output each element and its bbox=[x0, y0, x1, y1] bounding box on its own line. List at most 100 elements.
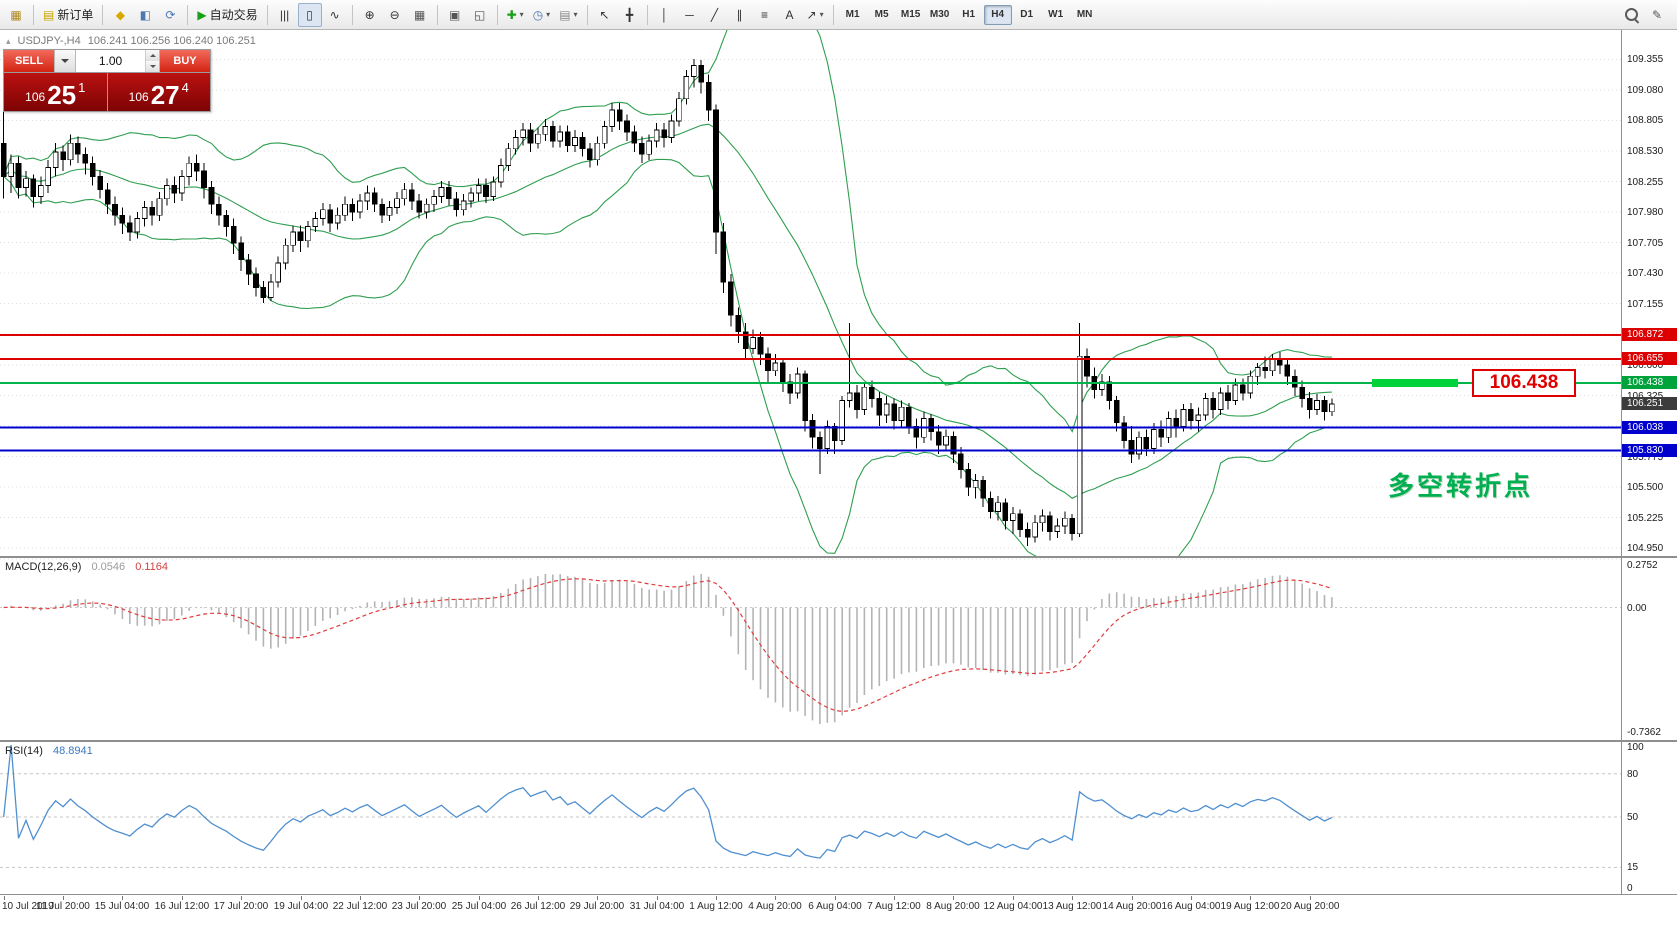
trade-options-dropdown[interactable] bbox=[54, 50, 76, 72]
cascade-windows-button[interactable]: ◱ bbox=[468, 3, 492, 27]
timeframe-mn-button[interactable]: MN bbox=[1071, 5, 1099, 25]
refresh-button[interactable]: ⟳ bbox=[158, 3, 182, 27]
timeframe-m5-button[interactable]: M5 bbox=[868, 5, 896, 25]
line-chart-button[interactable]: ∿ bbox=[323, 3, 347, 27]
timeframe-m15-button[interactable]: M15 bbox=[897, 5, 925, 25]
tile-windows-button[interactable]: ▣ bbox=[443, 3, 467, 27]
indicators-button[interactable]: ✚ ▾ bbox=[503, 3, 528, 27]
volume-decrease-icon[interactable] bbox=[146, 61, 159, 72]
new-order-button-label: 新订单 bbox=[57, 8, 94, 22]
time-axis-tick bbox=[894, 896, 895, 900]
buy-button[interactable]: BUY bbox=[160, 50, 210, 72]
bid-prefix: 106 bbox=[25, 90, 46, 104]
buy-price-button[interactable]: 106 27 4 bbox=[107, 73, 210, 111]
price-chart-panel[interactable]: ▴ USDJPY-,H4 106.241 106.256 106.240 106… bbox=[0, 30, 1621, 556]
crosshair-icon: ╋ bbox=[625, 7, 634, 22]
sell-button[interactable]: SELL bbox=[4, 50, 54, 72]
macd-signal-value: 0.1164 bbox=[135, 561, 169, 573]
volume-value[interactable]: 1.00 bbox=[98, 54, 123, 68]
volume-field[interactable]: 1.00 bbox=[76, 50, 160, 72]
time-axis-tick bbox=[241, 896, 242, 900]
candlestick-chart-canvas[interactable] bbox=[0, 30, 1621, 556]
time-axis-tick bbox=[4, 896, 5, 900]
trendline-button[interactable]: ╱ bbox=[703, 3, 727, 27]
market-watch-button[interactable]: ◧ bbox=[133, 3, 157, 27]
horizontal-line-icon: ─ bbox=[685, 7, 694, 22]
line-chart-icon: ∿ bbox=[329, 7, 340, 22]
axis-border bbox=[0, 894, 1677, 895]
price-scale-badge: 106.438 bbox=[1622, 376, 1677, 390]
time-axis-label: 1 Aug 12:00 bbox=[689, 901, 743, 912]
rsi-canvas[interactable] bbox=[0, 742, 1621, 894]
time-axis-tick bbox=[419, 896, 420, 900]
auto-arrange-button[interactable]: ▦ bbox=[408, 3, 432, 27]
zoom-in-button[interactable]: ⊕ bbox=[358, 3, 382, 27]
cursor-button[interactable]: ↖ bbox=[593, 3, 617, 27]
sell-price-button[interactable]: 106 25 1 bbox=[4, 73, 108, 111]
volume-increase-icon[interactable] bbox=[146, 50, 159, 61]
quick-edit-button[interactable]: ✎ bbox=[1645, 3, 1669, 27]
toolbar-separator bbox=[436, 4, 438, 25]
candlestick-chart-button[interactable]: ▯ bbox=[297, 2, 322, 27]
time-axis-label: 25 Jul 04:00 bbox=[451, 901, 507, 912]
price-scale-badge: 105.830 bbox=[1622, 443, 1677, 457]
market-watch-icon: ◧ bbox=[139, 7, 152, 22]
timeframe-d1-button[interactable]: D1 bbox=[1013, 5, 1041, 25]
templates-icon: ▤ bbox=[559, 7, 571, 22]
equidistant-channel-button[interactable]: ∥ bbox=[728, 3, 752, 27]
macd-main-value: 0.0546 bbox=[91, 561, 126, 573]
time-axis-label: 13 Aug 12:00 bbox=[1042, 901, 1102, 912]
zoom-out-button[interactable]: ⊖ bbox=[383, 3, 407, 27]
toolbar-separator bbox=[351, 4, 353, 25]
price-scale-label: 107.980 bbox=[1627, 207, 1664, 218]
periods-button[interactable]: ◷ ▾ bbox=[529, 3, 555, 27]
fibonacci-button[interactable]: ≡ bbox=[753, 3, 777, 27]
chevron-down-icon: ▾ bbox=[819, 10, 824, 19]
macd-rsi-splitter[interactable] bbox=[0, 740, 1677, 742]
rsi-indicator-panel[interactable]: RSI(14) 48.8941 bbox=[0, 742, 1621, 894]
text-icon: A bbox=[785, 7, 794, 22]
crosshair-button[interactable]: ╋ bbox=[618, 3, 642, 27]
macd-indicator-panel[interactable]: MACD(12,26,9) 0.0546 0.1164 bbox=[0, 558, 1621, 740]
vertical-line-button[interactable]: │ bbox=[653, 3, 677, 27]
time-axis-tick bbox=[1310, 896, 1311, 900]
price-level-callout[interactable]: 106.438 bbox=[1472, 369, 1576, 398]
new-order-button[interactable]: ▤ 新订单 bbox=[39, 3, 97, 27]
timeframe-h4-button[interactable]: H4 bbox=[983, 4, 1012, 25]
price-scale-label: 104.950 bbox=[1627, 543, 1664, 555]
chart-shift-icon: ▴ bbox=[6, 35, 11, 46]
new-chart-button[interactable]: ▦ bbox=[4, 3, 28, 27]
arrows-button[interactable]: ↗ ▾ bbox=[803, 3, 828, 27]
horizontal-line-button[interactable]: ─ bbox=[678, 3, 702, 27]
periods-icon: ◷ bbox=[532, 7, 544, 22]
ask-big-digits: 27 bbox=[150, 80, 180, 110]
macd-canvas[interactable] bbox=[0, 558, 1621, 740]
arrows-icon: ↗ bbox=[806, 7, 817, 22]
text-button[interactable]: A bbox=[778, 3, 802, 27]
cascade-windows-icon: ◱ bbox=[473, 7, 486, 22]
time-axis-label: 14 Aug 20:00 bbox=[1102, 901, 1162, 912]
refresh-icon: ⟳ bbox=[165, 7, 176, 22]
time-axis[interactable]: 10 Jul 2019 11 Jul 20:00 15 Jul 04:00 16 Ju… bbox=[0, 895, 1677, 950]
timeframe-m30-button[interactable]: M30 bbox=[926, 5, 954, 25]
equidistant-channel-icon: ∥ bbox=[736, 7, 743, 22]
charts-profile-button[interactable]: ◆ bbox=[108, 3, 132, 27]
timeframe-m1-button[interactable]: M1 bbox=[839, 5, 867, 25]
search-button[interactable] bbox=[1619, 3, 1643, 27]
time-axis-tick bbox=[775, 896, 776, 900]
bar-chart-button[interactable]: ||| bbox=[273, 3, 297, 27]
volume-stepper[interactable] bbox=[145, 50, 159, 72]
timeframe-h1-button[interactable]: H1 bbox=[955, 5, 983, 25]
ask-pip-digit: 4 bbox=[181, 80, 189, 95]
price-scale-label: 108.805 bbox=[1627, 115, 1664, 127]
timeframe-w1-button[interactable]: W1 bbox=[1042, 5, 1070, 25]
rsi-value: 48.8941 bbox=[52, 745, 93, 757]
autotrading-button[interactable]: ▶ 自动交易 bbox=[193, 3, 261, 27]
new-order-icon: ▤ bbox=[43, 7, 55, 22]
price-scale[interactable]: 109.355 109.080 108.805 108.530 108.255 107.9… bbox=[1621, 30, 1677, 895]
rsi-scale-label: 15 bbox=[1627, 862, 1639, 874]
templates-button[interactable]: ▤ ▾ bbox=[555, 3, 581, 27]
chart-macd-splitter[interactable] bbox=[0, 556, 1677, 558]
cursor-icon: ↖ bbox=[599, 7, 610, 22]
